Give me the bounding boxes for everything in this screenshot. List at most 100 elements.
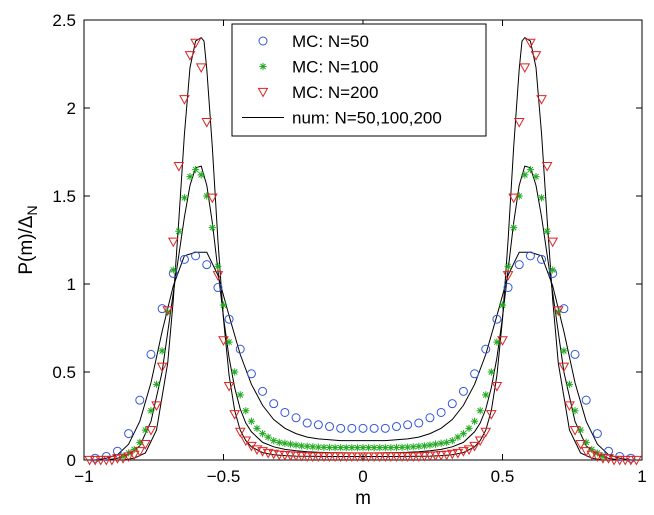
data-point-triangle-down [413, 452, 425, 463]
data-point-asterisk [309, 443, 317, 451]
data-point-asterisk [560, 347, 568, 355]
legend-label-n50: MC: N=50 [292, 32, 369, 51]
data-point-circle [604, 446, 614, 456]
data-point-triangle-down [419, 452, 430, 462]
data-point-asterisk [443, 438, 451, 446]
data-point-asterisk [392, 443, 401, 452]
data-point-triangle-down [95, 455, 107, 466]
data-point-triangle-down [151, 401, 162, 411]
x-axis-label: m [355, 488, 371, 509]
data-point-asterisk [504, 262, 512, 270]
data-point-circle [124, 429, 134, 439]
data-point-triangle-down [173, 161, 185, 172]
data-point-asterisk [420, 442, 428, 450]
data-point-circle [403, 420, 413, 430]
y-tick-label: 0.5 [52, 363, 76, 382]
data-point-asterisk [281, 439, 289, 447]
y-axis-label-subscript: N [24, 205, 40, 215]
data-markers [84, 38, 642, 466]
data-point-circle [537, 254, 547, 264]
data-point-triangle-down [614, 455, 626, 466]
data-point-asterisk [448, 437, 456, 445]
data-point-triangle-down [234, 427, 246, 438]
data-point-triangle-down [190, 38, 201, 49]
data-point-asterisk [348, 444, 356, 452]
data-point-asterisk [219, 301, 228, 309]
data-point-circle [514, 260, 524, 270]
data-point-triangle-down [145, 425, 157, 436]
data-point-triangle-down [474, 436, 486, 447]
data-point-circle [481, 344, 491, 354]
x-tick-label: 0 [358, 467, 367, 486]
data-point-triangle-down [229, 410, 241, 420]
data-point-asterisk [487, 368, 495, 376]
data-point-asterisk [381, 444, 389, 452]
data-point-triangle-down [106, 455, 118, 466]
data-point-asterisk [175, 227, 183, 235]
data-point-circle [414, 418, 424, 428]
data-point-asterisk [431, 440, 440, 448]
data-point-asterisk [532, 173, 540, 181]
model-curve [84, 36, 642, 461]
data-point-circle [235, 344, 245, 354]
data-point-asterisk [526, 166, 534, 174]
data-point-circle [425, 413, 435, 423]
data-point-circle [325, 422, 335, 432]
data-point-triangle-down [313, 452, 324, 463]
data-point-triangle-down [307, 452, 319, 463]
data-point-triangle-down [223, 381, 235, 392]
data-point-asterisk [437, 439, 445, 447]
data-point-asterisk [270, 437, 278, 445]
data-point-circle [358, 423, 368, 433]
data-point-asterisk [510, 224, 518, 232]
data-point-circle [347, 423, 357, 433]
data-point-asterisk [515, 192, 523, 200]
data-point-triangle-down [329, 452, 341, 463]
legend-symbol-asterisk [259, 62, 267, 71]
data-point-asterisk [203, 192, 211, 200]
data-point-triangle-down [407, 452, 419, 463]
data-point-triangle-down [128, 450, 140, 461]
data-point-circle [224, 314, 234, 324]
data-point-triangle-down [123, 452, 134, 463]
data-point-asterisk [152, 380, 161, 388]
data-point-asterisk [342, 444, 350, 452]
data-point-triangle-down [391, 452, 402, 463]
data-point-asterisk [325, 443, 334, 452]
y-axis-label-main: P(m)/Δ [16, 215, 37, 274]
data-point-asterisk [119, 452, 127, 461]
data-point-triangle-down [502, 271, 514, 281]
data-point-triangle-down [89, 455, 101, 466]
legend-marker [259, 62, 267, 71]
data-point-triangle-down [268, 449, 280, 460]
x-tick-label: −0.5 [207, 467, 241, 486]
data-point-triangle-down [112, 454, 123, 464]
data-point-triangle-down [575, 440, 586, 450]
data-point-triangle-down [385, 452, 397, 463]
data-point-triangle-down [240, 436, 252, 447]
data-point-circle [135, 395, 145, 405]
data-point-asterisk [286, 440, 295, 448]
data-point-triangle-down [206, 193, 218, 204]
data-point-triangle-down [218, 336, 229, 346]
data-point-triangle-down [324, 452, 335, 463]
data-point-asterisk [164, 308, 172, 316]
y-tick-label: 1.5 [52, 187, 76, 206]
data-point-triangle-down [619, 455, 631, 466]
data-point-triangle-down [430, 451, 441, 461]
data-point-triangle-down [480, 427, 492, 438]
data-point-triangle-down [558, 362, 570, 373]
data-point-circle [146, 349, 156, 359]
data-point-triangle-down [485, 410, 497, 420]
data-point-triangle-down [569, 425, 581, 436]
data-point-asterisk [180, 194, 189, 202]
data-point-asterisk [398, 443, 406, 451]
data-point-triangle-down [368, 452, 380, 463]
data-point-circle [202, 260, 212, 270]
data-point-asterisk [482, 391, 490, 399]
data-point-asterisk [303, 442, 311, 450]
data-point-asterisk [225, 338, 233, 346]
data-point-asterisk [454, 433, 462, 441]
x-tick-label: 0.5 [491, 467, 515, 486]
data-point-triangle-down [547, 237, 559, 248]
